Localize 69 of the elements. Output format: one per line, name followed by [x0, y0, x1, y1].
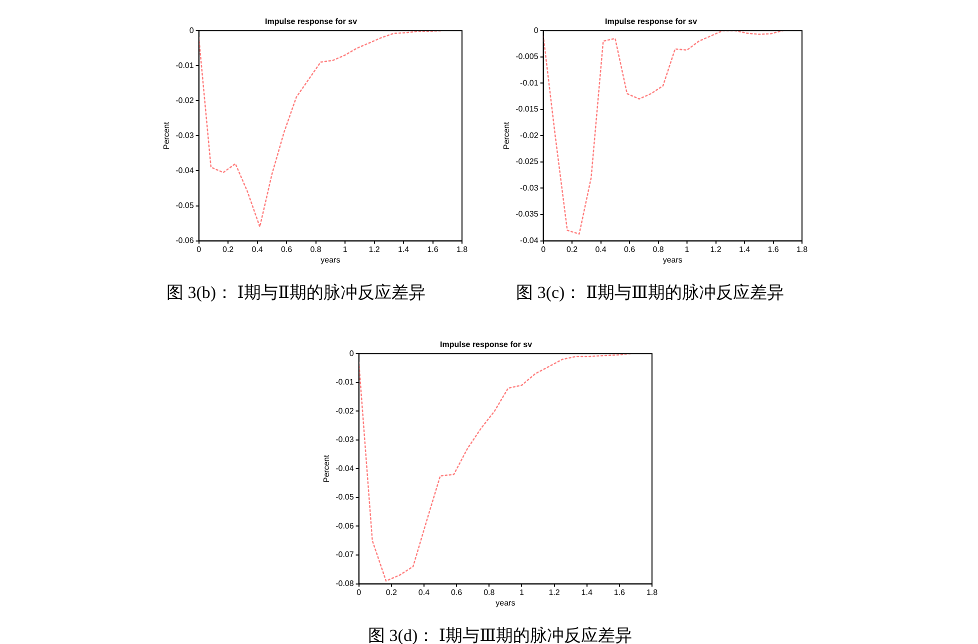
x-tick-label: 1.2: [368, 244, 380, 254]
y-tick-label: -0.01: [520, 78, 539, 88]
x-tick-label: 1: [519, 588, 524, 597]
x-tick-label: 1.8: [796, 244, 808, 254]
y-tick-label: -0.02: [176, 96, 194, 105]
chart-title: Impulse response for sv: [604, 17, 698, 26]
y-tick-label: -0.035: [516, 210, 539, 219]
y-tick-label: -0.03: [336, 435, 354, 444]
x-tick-label: 0.2: [566, 244, 578, 254]
x-tick-label: 0.6: [280, 244, 293, 254]
y-axis-title: Percent: [162, 121, 172, 150]
x-tick-label: 1: [342, 244, 348, 254]
x-tick-label: 0.8: [484, 588, 496, 597]
line-series: [198, 30, 444, 228]
caption: 图 3(b)： Ⅰ期与Ⅱ期的脉冲反应差异: [166, 282, 426, 304]
y-tick-label: -0.02: [520, 130, 539, 140]
y-tick-label: -0.01: [336, 378, 354, 387]
y-tick-label: -0.005: [516, 52, 539, 62]
y-tick-label: 0: [534, 26, 539, 35]
x-tick-label: 0.2: [386, 588, 398, 597]
x-tick-label: 1: [684, 244, 690, 254]
y-tick-label: -0.02: [336, 406, 354, 416]
x-tick-label: 0.8: [310, 244, 322, 254]
line-series: [358, 354, 631, 582]
x-tick-label: 0.6: [624, 244, 636, 254]
x-tick-label: 0.2: [222, 244, 234, 254]
y-tick-label: -0.06: [336, 521, 354, 530]
y-tick-label: -0.07: [336, 550, 354, 560]
y-tick-label: -0.04: [176, 166, 194, 175]
x-tick-label: 1.2: [548, 588, 560, 597]
x-axis-title: years: [662, 255, 682, 264]
y-tick-label: -0.01: [176, 60, 194, 70]
x-axis-title: years: [496, 598, 516, 608]
y-axis-title: Percent: [322, 454, 332, 482]
x-tick-label: 1.6: [614, 588, 626, 597]
x-tick-label: 1.8: [456, 244, 468, 254]
y-tick-label: -0.05: [176, 200, 194, 210]
y-tick-label: -0.04: [520, 236, 539, 246]
y-tick-label: -0.04: [336, 464, 354, 473]
chart-title: Impulse response for sv: [440, 340, 533, 350]
x-tick-label: 1.2: [710, 244, 722, 254]
x-tick-label: 0: [356, 588, 362, 597]
x-tick-label: 0.4: [595, 244, 607, 254]
y-tick-label: 0: [349, 348, 354, 358]
x-tick-label: 1.4: [398, 244, 410, 254]
caption: 图 3(c)： Ⅱ期与Ⅲ期的脉冲反应差异: [516, 282, 784, 304]
y-tick-label: -0.025: [516, 157, 539, 166]
y-tick-label: -0.015: [516, 104, 539, 114]
y-tick-label: -0.05: [336, 492, 354, 502]
x-tick-label: 0.4: [252, 244, 264, 254]
line-series: [543, 30, 784, 235]
y-tick-label: -0.03: [520, 183, 539, 192]
x-tick-label: 0: [196, 244, 202, 254]
x-tick-label: 1.8: [646, 588, 658, 597]
x-tick-label: 1.6: [427, 244, 439, 254]
chart-title: Impulse response for sv: [264, 17, 358, 26]
y-tick-label: -0.06: [176, 236, 194, 246]
x-tick-label: 0.6: [450, 588, 463, 597]
x-tick-label: 0.8: [652, 244, 664, 254]
x-tick-label: 0.4: [418, 588, 430, 597]
y-axis-title: Percent: [502, 121, 512, 150]
x-tick-label: 1.4: [581, 588, 593, 597]
x-axis-title: years: [320, 255, 340, 264]
x-tick-label: 0: [541, 244, 546, 254]
x-tick-label: 1.6: [768, 244, 780, 254]
y-tick-label: 0: [189, 26, 194, 35]
x-tick-label: 1.4: [738, 244, 751, 254]
y-tick-label: -0.03: [176, 130, 194, 140]
y-tick-label: -0.08: [336, 579, 354, 588]
